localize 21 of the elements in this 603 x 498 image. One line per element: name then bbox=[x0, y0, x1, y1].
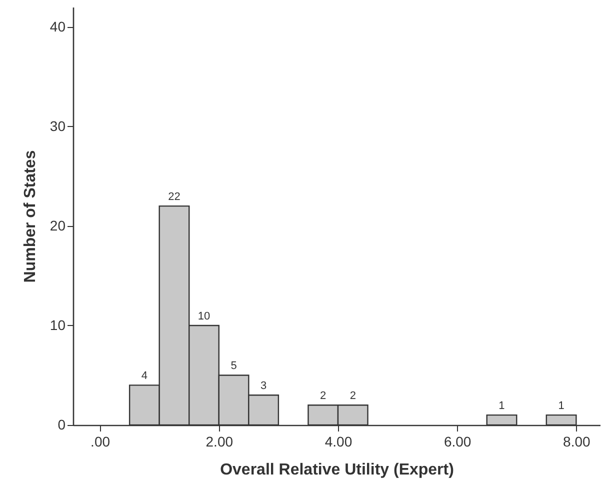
x-tick-label: .00 bbox=[90, 434, 110, 450]
data-label: 3 bbox=[260, 380, 267, 392]
data-label: 4 bbox=[141, 370, 148, 382]
x-tick-label: 6.00 bbox=[444, 434, 472, 450]
data-label: 1 bbox=[558, 400, 564, 412]
x-axis-title: Overall Relative Utility (Expert) bbox=[220, 462, 454, 478]
y-tick-label: 30 bbox=[50, 118, 66, 134]
x-tick-label: 4.00 bbox=[324, 434, 352, 450]
data-label: 5 bbox=[230, 360, 237, 372]
data-label: 22 bbox=[168, 191, 180, 204]
y-tick-label: 10 bbox=[50, 316, 66, 333]
data-label: 1 bbox=[498, 400, 505, 412]
y-tick-label: 0 bbox=[58, 416, 66, 432]
x-tick-label: 2.00 bbox=[206, 434, 234, 450]
y-tick-label: 20 bbox=[50, 217, 66, 234]
data-label: 2 bbox=[350, 390, 356, 402]
data-label: 10 bbox=[198, 310, 210, 322]
data-label: 2 bbox=[320, 390, 326, 402]
y-axis-title: Number of States bbox=[22, 150, 39, 283]
x-tick-label: 8.00 bbox=[563, 434, 591, 450]
y-tick-label: 40 bbox=[50, 18, 66, 34]
